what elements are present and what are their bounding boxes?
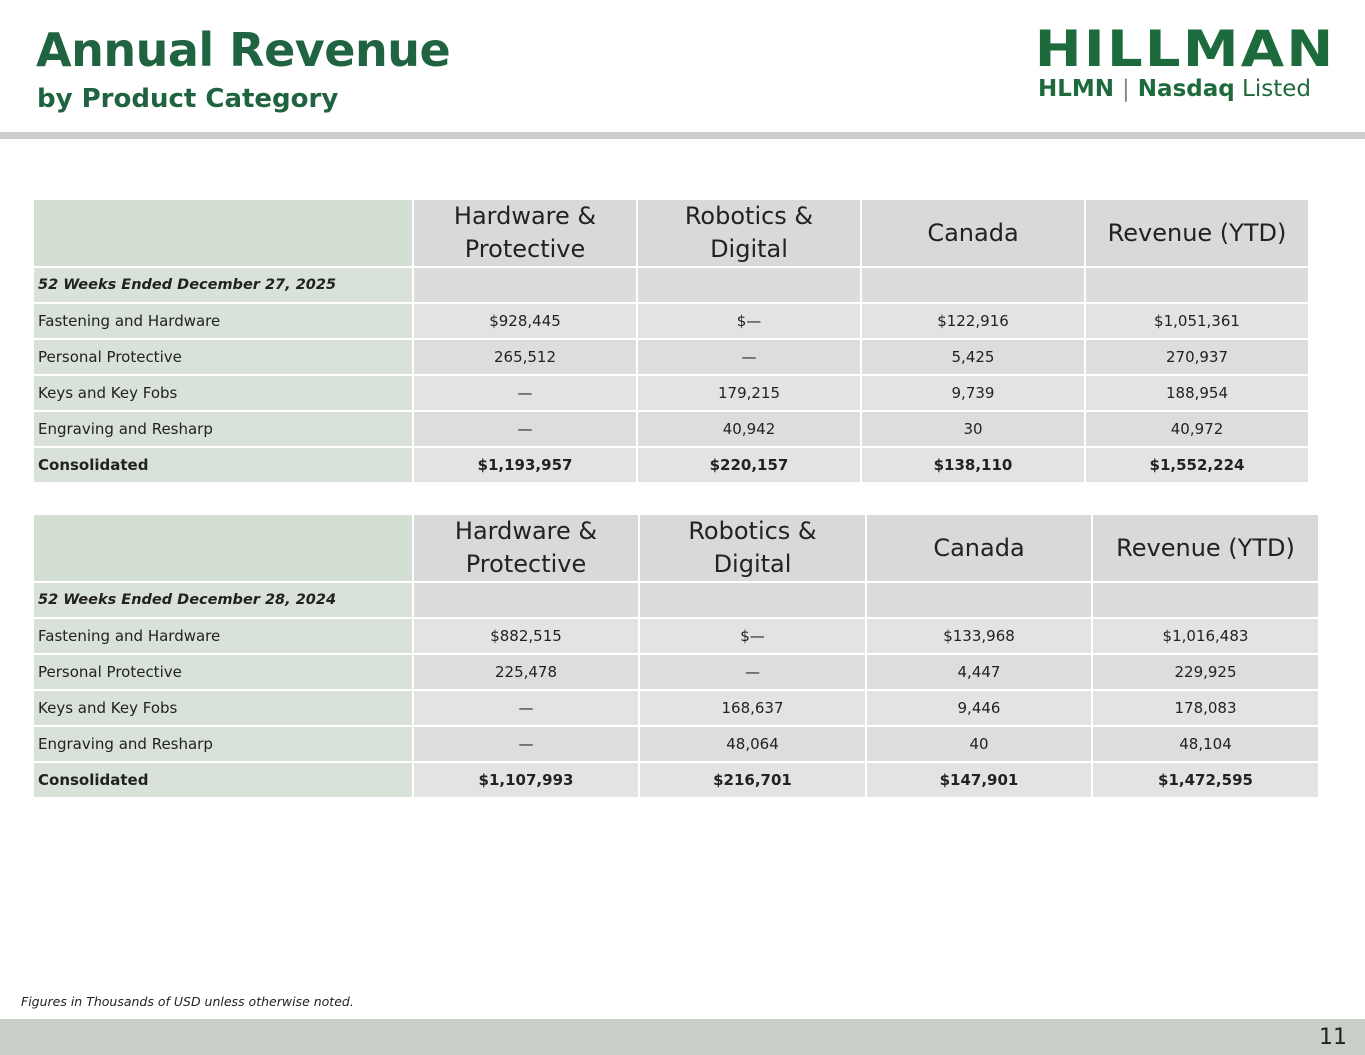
table-cell: $138,110 [862, 448, 1084, 482]
table-cell [1093, 583, 1318, 617]
table-row: Engraving and Resharp — 40,942 30 40,972 [34, 412, 1308, 446]
table-row: Personal Protective 225,478 — 4,447 229,… [34, 655, 1318, 689]
table-cell [1086, 268, 1308, 302]
table-header-row: Hardware & Protective Robotics & Digital… [34, 200, 1308, 266]
hillman-logo: HILLMAN HLMN | Nasdaq Listed [985, 20, 1351, 108]
table-cell: 5,425 [862, 340, 1084, 374]
row-label: Consolidated [34, 763, 412, 797]
table-cell: — [414, 412, 636, 446]
table-cell: 48,104 [1093, 727, 1318, 761]
column-header-hardware-protective: Hardware & Protective [414, 515, 638, 581]
footnote: Figures in Thousands of USD unless other… [21, 994, 354, 1009]
table-cell [414, 268, 636, 302]
revenue-table-2024: Hardware & Protective Robotics & Digital… [32, 513, 1320, 799]
table-row: Keys and Key Fobs — 168,637 9,446 178,08… [34, 691, 1318, 725]
table-row: Fastening and Hardware $928,445 $— $122,… [34, 304, 1308, 338]
table-cell: 40,942 [638, 412, 860, 446]
table-cell: $147,901 [867, 763, 1091, 797]
page-number: 11 [1319, 1025, 1347, 1050]
table-cell: 178,083 [1093, 691, 1318, 725]
table-cell: — [640, 655, 865, 689]
total-row: Consolidated $1,193,957 $220,157 $138,11… [34, 448, 1308, 482]
table-cell: 40,972 [1086, 412, 1308, 446]
table-cell: 225,478 [414, 655, 638, 689]
row-label: Personal Protective [34, 655, 412, 689]
table-cell: — [414, 376, 636, 410]
table-cell: 48,064 [640, 727, 865, 761]
table-cell [867, 583, 1091, 617]
table-cell: 168,637 [640, 691, 865, 725]
column-header-robotics-digital: Robotics & Digital [640, 515, 865, 581]
logo-separator: | [1122, 76, 1130, 102]
header-corner-cell [34, 515, 412, 581]
revenue-table-2025: Hardware & Protective Robotics & Digital… [32, 198, 1310, 484]
footer-bar: 11 [0, 1019, 1365, 1055]
logo-ticker: HLMN [1038, 76, 1115, 102]
column-header-hardware-protective: Hardware & Protective [414, 200, 636, 266]
row-label: Keys and Key Fobs [34, 376, 412, 410]
column-header-revenue-ytd: Revenue (YTD) [1093, 515, 1318, 581]
table-cell: 229,925 [1093, 655, 1318, 689]
table-cell: 9,446 [867, 691, 1091, 725]
table-cell: $133,968 [867, 619, 1091, 653]
table-cell: $— [640, 619, 865, 653]
table-cell: $— [638, 304, 860, 338]
table-cell: 4,447 [867, 655, 1091, 689]
table-cell: 179,215 [638, 376, 860, 410]
table-cell: 40 [867, 727, 1091, 761]
row-label: Consolidated [34, 448, 412, 482]
table-cell: 265,512 [414, 340, 636, 374]
table-cell: 30 [862, 412, 1084, 446]
table-row: Personal Protective 265,512 — 5,425 270,… [34, 340, 1308, 374]
logo-exchange: Nasdaq [1137, 76, 1235, 102]
table-cell: $216,701 [640, 763, 865, 797]
logo-wordmark: HILLMAN [1034, 20, 1335, 78]
row-label: Engraving and Resharp [34, 727, 412, 761]
table-cell: $928,445 [414, 304, 636, 338]
row-label: Fastening and Hardware [34, 619, 412, 653]
header-corner-cell [34, 200, 412, 266]
table-cell: 188,954 [1086, 376, 1308, 410]
table-cell: — [414, 691, 638, 725]
column-header-robotics-digital: Robotics & Digital [638, 200, 860, 266]
table-cell: $122,916 [862, 304, 1084, 338]
page-subtitle: by Product Category [37, 84, 339, 114]
period-row: 52 Weeks Ended December 27, 2025 [34, 268, 1308, 302]
table-cell: 270,937 [1086, 340, 1308, 374]
column-header-canada: Canada [867, 515, 1091, 581]
logo-listing: HLMN | Nasdaq Listed [1038, 74, 1311, 104]
table-cell: $1,016,483 [1093, 619, 1318, 653]
table-cell: $1,472,595 [1093, 763, 1318, 797]
page-title: Annual Revenue [36, 23, 451, 77]
table-row: Fastening and Hardware $882,515 $— $133,… [34, 619, 1318, 653]
table-cell: $1,107,993 [414, 763, 638, 797]
table-cell: — [638, 340, 860, 374]
period-row: 52 Weeks Ended December 28, 2024 [34, 583, 1318, 617]
row-label: Fastening and Hardware [34, 304, 412, 338]
row-label: Engraving and Resharp [34, 412, 412, 446]
table-cell [414, 583, 638, 617]
table-cell: — [414, 727, 638, 761]
total-row: Consolidated $1,107,993 $216,701 $147,90… [34, 763, 1318, 797]
period-label: 52 Weeks Ended December 28, 2024 [34, 583, 412, 617]
table-cell: $1,051,361 [1086, 304, 1308, 338]
column-header-canada: Canada [862, 200, 1084, 266]
table-row: Keys and Key Fobs — 179,215 9,739 188,95… [34, 376, 1308, 410]
table-cell [638, 268, 860, 302]
column-header-revenue-ytd: Revenue (YTD) [1086, 200, 1308, 266]
period-label: 52 Weeks Ended December 27, 2025 [34, 268, 412, 302]
table-cell: $220,157 [638, 448, 860, 482]
table-cell: $1,193,957 [414, 448, 636, 482]
table-cell: 9,739 [862, 376, 1084, 410]
table-cell [640, 583, 865, 617]
table-cell: $1,552,224 [1086, 448, 1308, 482]
table-cell: $882,515 [414, 619, 638, 653]
header-divider [0, 132, 1365, 139]
logo-listed: Listed [1242, 76, 1311, 102]
row-label: Keys and Key Fobs [34, 691, 412, 725]
table-cell [862, 268, 1084, 302]
row-label: Personal Protective [34, 340, 412, 374]
table-header-row: Hardware & Protective Robotics & Digital… [34, 515, 1318, 581]
table-row: Engraving and Resharp — 48,064 40 48,104 [34, 727, 1318, 761]
